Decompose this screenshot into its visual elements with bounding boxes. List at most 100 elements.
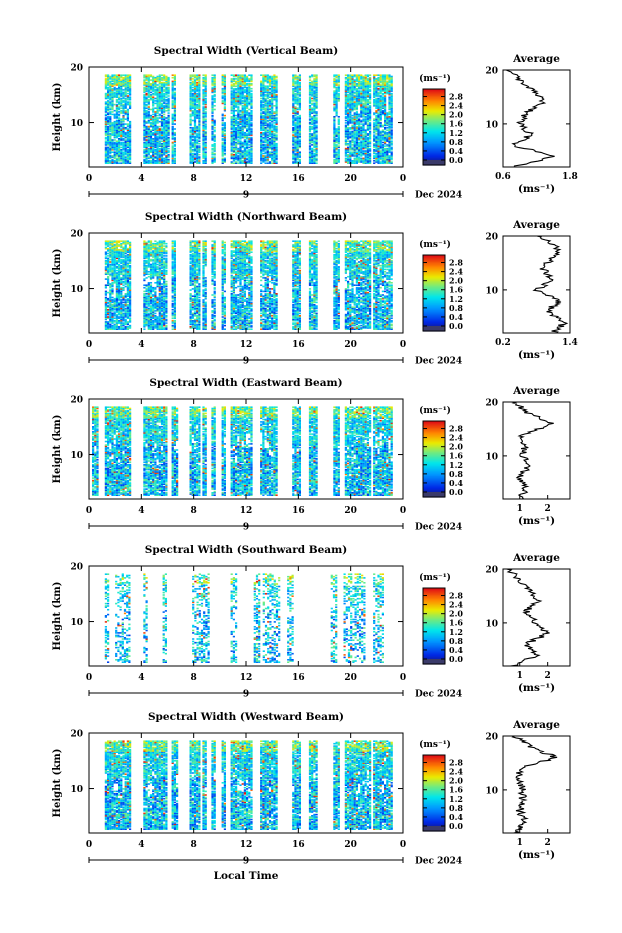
heatmap-cell bbox=[364, 129, 367, 131]
heatmap-cell bbox=[223, 152, 226, 155]
heatmap-cell bbox=[120, 138, 123, 140]
heatmap-cell bbox=[109, 157, 112, 160]
heatmap-cell bbox=[167, 118, 170, 120]
heatmap-cell bbox=[104, 149, 107, 151]
heatmap-cell bbox=[158, 140, 161, 142]
heatmap-cell bbox=[124, 87, 127, 90]
heatmap-cell bbox=[149, 95, 153, 97]
heatmap-cell bbox=[193, 152, 197, 155]
heatmap-cell bbox=[115, 144, 118, 146]
heatmap-cell bbox=[129, 134, 132, 136]
heatmap-cell bbox=[143, 162, 146, 164]
heatmap-cell bbox=[126, 153, 129, 156]
heatmap-cell bbox=[165, 120, 168, 123]
heatmap-cell bbox=[158, 158, 161, 161]
heatmap-cell bbox=[167, 91, 170, 94]
heatmap-cell bbox=[122, 78, 125, 80]
heatmap-cell bbox=[353, 95, 356, 97]
heatmap-cell bbox=[246, 86, 249, 89]
heatmap-cell bbox=[143, 129, 146, 131]
heatmap-cell bbox=[147, 128, 150, 130]
heatmap-cell bbox=[154, 79, 157, 81]
heatmap-cell bbox=[113, 89, 116, 91]
heatmap-cell bbox=[160, 161, 164, 163]
heatmap-cell bbox=[248, 146, 251, 149]
heatmap-cell bbox=[237, 106, 240, 108]
heatmap-cell bbox=[152, 97, 155, 100]
heatmap-cell bbox=[308, 81, 312, 84]
heatmap-cell bbox=[143, 102, 146, 105]
heatmap-cell bbox=[351, 130, 354, 133]
heatmap-cell bbox=[335, 79, 338, 81]
heatmap-cell bbox=[221, 157, 224, 160]
heatmap-cell bbox=[167, 140, 170, 142]
heatmap-cell bbox=[104, 157, 107, 160]
heatmap-cell bbox=[221, 74, 224, 76]
heatmap-cell bbox=[109, 118, 112, 120]
heatmap-cell bbox=[160, 150, 164, 152]
heatmap-cell bbox=[266, 74, 269, 76]
heatmap-cell bbox=[353, 91, 356, 94]
heatmap-cell bbox=[292, 134, 295, 136]
heatmap-cell bbox=[109, 144, 112, 146]
heatmap-cell bbox=[120, 119, 123, 122]
heatmap-cell bbox=[160, 131, 164, 134]
heatmap-cell bbox=[124, 89, 127, 91]
heatmap-cell bbox=[211, 101, 214, 103]
heatmap-cell bbox=[122, 146, 125, 149]
heatmap-cell bbox=[211, 151, 214, 153]
heatmap-cell bbox=[154, 140, 157, 142]
heatmap-cell bbox=[122, 74, 125, 76]
heatmap-cell bbox=[149, 135, 153, 138]
heatmap-cell bbox=[262, 74, 265, 76]
heatmap-cell bbox=[156, 106, 159, 108]
heatmap-cell bbox=[120, 83, 123, 85]
heatmap-cell bbox=[122, 135, 125, 138]
heatmap-cell bbox=[154, 153, 157, 156]
heatmap-cell bbox=[107, 158, 110, 161]
heatmap-cell bbox=[163, 120, 166, 123]
heatmap-cell bbox=[260, 100, 263, 102]
heatmap-cell bbox=[124, 107, 127, 109]
heatmap-cell bbox=[143, 80, 146, 83]
heatmap-cell bbox=[250, 136, 253, 139]
heatmap-cell bbox=[298, 114, 301, 117]
heatmap-cell bbox=[191, 80, 194, 83]
heatmap-cell bbox=[104, 92, 107, 95]
heatmap-cell bbox=[149, 134, 153, 136]
heatmap-cell bbox=[126, 135, 129, 138]
heatmap-cell bbox=[160, 162, 164, 164]
heatmap-cell bbox=[156, 118, 159, 120]
heatmap-cell bbox=[160, 112, 164, 114]
heatmap-cell bbox=[113, 114, 116, 117]
heatmap-cell bbox=[124, 83, 127, 85]
heatmap-cell bbox=[315, 134, 318, 136]
heatmap-cell bbox=[158, 109, 161, 112]
heatmap-cell bbox=[241, 86, 244, 89]
heatmap-cell bbox=[145, 107, 148, 109]
heatmap-cell bbox=[165, 91, 168, 94]
heatmap-cell bbox=[145, 86, 148, 89]
heatmap-cell bbox=[145, 161, 148, 163]
heatmap-cell bbox=[211, 114, 214, 117]
heatmap-cell bbox=[113, 151, 116, 153]
heatmap-cell bbox=[113, 136, 116, 139]
heatmap-cell bbox=[118, 86, 121, 89]
heatmap-cell bbox=[115, 145, 118, 147]
heatmap-cell bbox=[104, 94, 107, 96]
heatmap-cell bbox=[126, 157, 129, 160]
heatmap-cell bbox=[120, 100, 123, 102]
heatmap-cell bbox=[115, 80, 118, 83]
heatmap-cell bbox=[122, 95, 125, 97]
heatmap-cell bbox=[109, 128, 112, 130]
heatmap-cell bbox=[154, 160, 157, 162]
heatmap-cell bbox=[160, 128, 164, 130]
heatmap-cell bbox=[239, 113, 242, 116]
heatmap-cell bbox=[111, 79, 114, 81]
heatmap-cell bbox=[156, 105, 159, 107]
heatmap-cell bbox=[104, 118, 107, 120]
heatmap-cell bbox=[360, 119, 363, 122]
heatmap-cell bbox=[156, 131, 159, 134]
heatmap-cell bbox=[223, 74, 226, 76]
heatmap-cell bbox=[163, 85, 166, 87]
